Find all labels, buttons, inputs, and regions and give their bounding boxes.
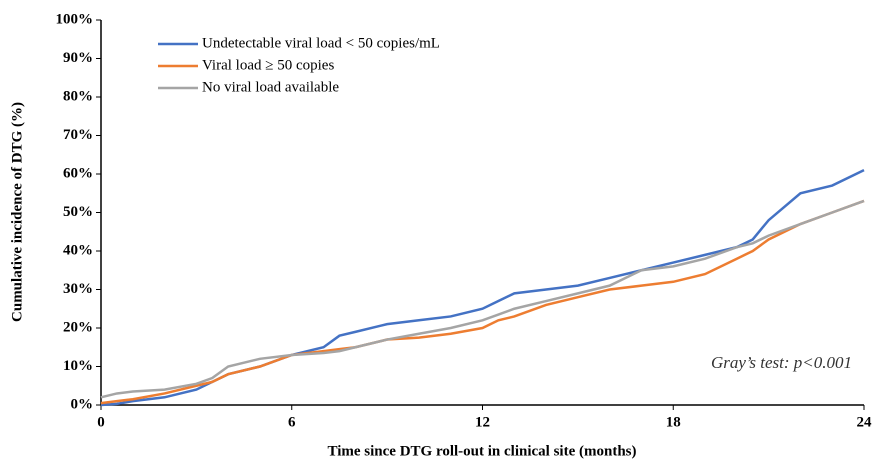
legend-label: Undetectable viral load < 50 copies/mL xyxy=(202,35,440,51)
series-line xyxy=(100,199,865,399)
y-tick-label: 20% xyxy=(63,319,93,335)
y-tick-label: 0% xyxy=(71,396,94,412)
x-axis-title: Time since DTG roll-out in clinical site… xyxy=(327,443,636,459)
y-tick-label: 80% xyxy=(63,88,93,104)
series-line xyxy=(100,199,865,405)
x-tick-label: 18 xyxy=(666,414,681,430)
y-tick-label: 100% xyxy=(56,11,94,27)
x-tick-label: 24 xyxy=(857,414,873,430)
y-tick-label: 70% xyxy=(63,127,93,143)
y-tick-label: 90% xyxy=(63,50,93,66)
y-tick-label: 60% xyxy=(63,165,93,181)
annotation: Gray’s test: p<0.001 xyxy=(711,353,852,372)
legend-label: No viral load available xyxy=(202,79,339,95)
y-tick-label: 50% xyxy=(63,204,93,220)
legend-label: Viral load ≥ 50 copies xyxy=(202,57,334,73)
y-tick-label: 10% xyxy=(63,358,93,374)
x-tick-label: 0 xyxy=(97,414,105,430)
y-tick-label: 40% xyxy=(63,242,93,258)
y-tick-label: 30% xyxy=(63,281,93,297)
x-tick-label: 12 xyxy=(475,414,490,430)
y-axis-title: Cumulative incidence of DTG (%) xyxy=(9,102,25,322)
x-tick-label: 6 xyxy=(288,414,296,430)
